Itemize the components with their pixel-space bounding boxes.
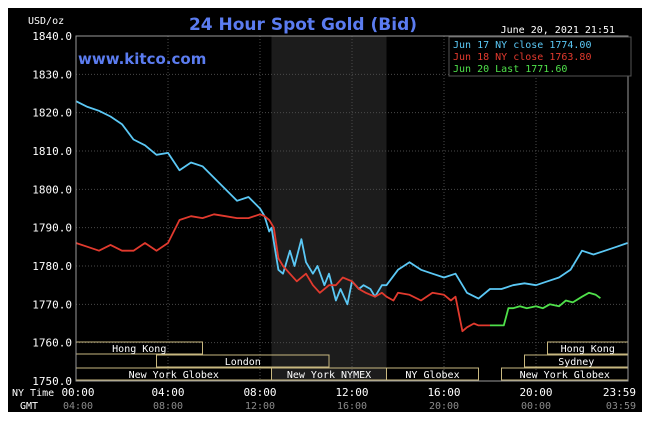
y-tick-label: 1840.0 [32, 30, 72, 43]
chart-legend: Jun 17 NY close 1774.00 Jun 18 NY close … [448, 36, 632, 77]
series-line-1 [75, 213, 490, 333]
y-tick-label: 1830.0 [32, 68, 72, 81]
gridlines [76, 36, 628, 381]
session-label: London [225, 357, 261, 368]
x-tick-label-ny: 04:00 [151, 386, 184, 399]
legend-box [448, 36, 632, 77]
x-tick-label-ny: 12:00 [335, 386, 368, 399]
session-label: New York NYMEX [287, 370, 371, 381]
x-tick-label-gmt: 04:00 [63, 401, 93, 412]
row-label-gmt: GMT [20, 401, 38, 412]
price-series [75, 100, 628, 333]
series-line-0 [75, 100, 628, 306]
y-tick-label: 1780.0 [32, 260, 72, 273]
y-axis-ticks: 1840.0 1830.0 1820.0 1810.0 1800.0 1790.0 1780… [32, 30, 72, 388]
x-tick-label-gmt: 16:00 [337, 401, 367, 412]
x-tick-label-gmt: 00:00 [521, 401, 551, 412]
x-tick-label-gmt: 08:00 [153, 401, 183, 412]
session-bars: Hong Kong Hong Kong London Sydney New York G… [75, 341, 629, 381]
nymex-shade [271, 36, 387, 381]
x-tick-label-ny: 20:00 [519, 386, 552, 399]
nymex-shaded-region [271, 36, 387, 381]
legend-entry-jun20: Jun 20 Last 1771.60 [453, 64, 567, 75]
y-tick-label: 1770.0 [32, 298, 72, 311]
session-bar [156, 354, 330, 368]
y-tick-label: 1820.0 [32, 107, 72, 120]
y-tick-label: 1760.0 [32, 337, 72, 350]
session-label: New York Globex [520, 370, 610, 381]
plot-border [75, 35, 629, 382]
x-tick-label-ny: 08:00 [243, 386, 276, 399]
session-label: New York Globex [129, 370, 219, 381]
y-tick-label: 1790.0 [32, 222, 72, 235]
x-tick-label-ny: 00:00 [61, 386, 94, 399]
y-tick-label: 1750.0 [32, 375, 72, 388]
y-axis-units: USD/oz [28, 16, 64, 27]
y-tick-label: 1810.0 [32, 145, 72, 158]
session-label: Hong Kong [112, 344, 166, 355]
x-tick-label-gmt: 20:00 [429, 401, 459, 412]
legend-entry-jun17: Jun 17 NY close 1774.00 [453, 40, 591, 51]
x-tick-label-ny: 23:59 [603, 386, 636, 399]
watermark-kitco: www.kitco.com [78, 50, 206, 68]
session-label: NY Globex [405, 370, 459, 381]
session-bar [386, 367, 479, 381]
session-label: Sydney [558, 357, 594, 368]
y-tick-label: 1800.0 [32, 183, 72, 196]
x-tick-label-gmt: 12:00 [245, 401, 275, 412]
chart-timestamp: June 20, 2021 21:51 [501, 25, 615, 36]
x-tick-label-ny: 16:00 [427, 386, 460, 399]
chart-title: 24 Hour Spot Gold (Bid) [189, 15, 417, 35]
x-axis-ticks: 00:00 04:00 04:00 08:00 08:00 12:00 12:00 16:00… [61, 386, 636, 412]
x-tick-label-gmt: 03:59 [606, 401, 636, 412]
legend-entry-jun18: Jun 18 NY close 1763.80 [453, 52, 591, 63]
session-label: Hong Kong [561, 344, 615, 355]
series-line-2 [490, 291, 601, 327]
row-label-nytime: NY Time [12, 388, 54, 399]
